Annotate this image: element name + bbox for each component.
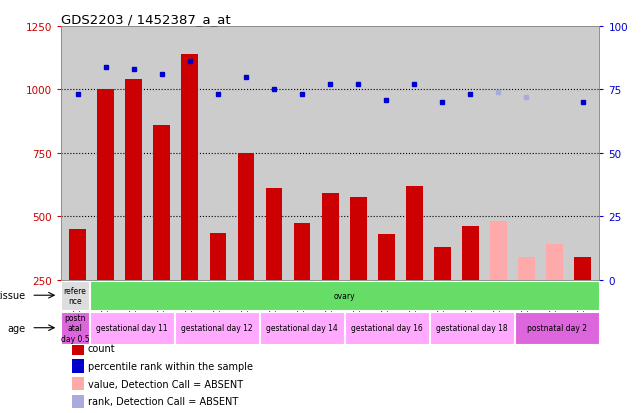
Bar [62, 281, 88, 310]
Bar [260, 312, 344, 344]
Bar [97, 90, 114, 280]
Text: value, Detection Call = ABSENT: value, Detection Call = ABSENT [88, 379, 243, 389]
Bar [406, 186, 422, 280]
Bar [378, 235, 395, 280]
Bar [126, 80, 142, 280]
Bar [265, 189, 283, 280]
Bar [350, 198, 367, 280]
Bar [210, 233, 226, 280]
Text: GDS2203 / 1452387_a_at: GDS2203 / 1452387_a_at [61, 13, 231, 26]
Bar [62, 312, 88, 344]
Text: gestational day 11: gestational day 11 [96, 323, 167, 332]
Text: gestational day 16: gestational day 16 [351, 323, 422, 332]
Text: gestational day 18: gestational day 18 [436, 323, 508, 332]
Bar [72, 342, 83, 355]
Bar [490, 222, 507, 280]
Bar [574, 257, 591, 280]
Bar [546, 244, 563, 280]
Text: ovary: ovary [333, 291, 355, 300]
Text: postnatal day 2: postnatal day 2 [527, 323, 587, 332]
Bar [175, 312, 259, 344]
Bar [518, 257, 535, 280]
Bar [72, 377, 83, 391]
Bar [90, 312, 174, 344]
Bar [294, 223, 310, 280]
Text: percentile rank within the sample: percentile rank within the sample [88, 361, 253, 371]
Bar [345, 312, 429, 344]
Bar [322, 194, 338, 280]
Text: age: age [8, 323, 26, 333]
Text: tissue: tissue [0, 290, 26, 301]
Bar [238, 153, 254, 280]
Bar [181, 55, 198, 280]
Text: count: count [88, 343, 115, 353]
Text: postn
atal
day 0.5: postn atal day 0.5 [61, 313, 89, 343]
Bar [434, 247, 451, 280]
Bar [153, 126, 171, 280]
Text: rank, Detection Call = ABSENT: rank, Detection Call = ABSENT [88, 396, 238, 406]
Text: gestational day 14: gestational day 14 [266, 323, 338, 332]
Bar [462, 227, 479, 280]
Bar [515, 312, 599, 344]
Bar [72, 394, 83, 408]
Bar [69, 229, 86, 280]
Text: refere
nce: refere nce [63, 286, 87, 305]
Bar [430, 312, 513, 344]
Bar [72, 359, 83, 373]
Text: gestational day 12: gestational day 12 [181, 323, 253, 332]
